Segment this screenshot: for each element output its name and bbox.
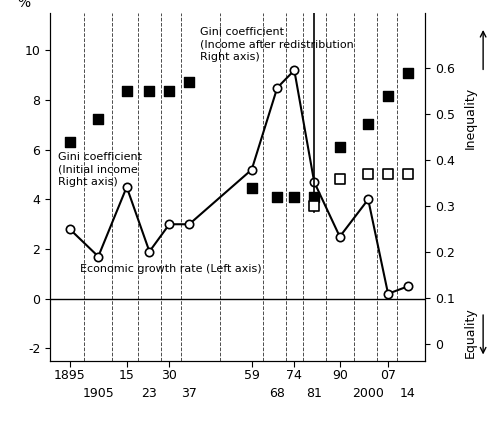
Point xyxy=(384,171,392,178)
Text: 68: 68 xyxy=(270,387,285,400)
Text: %: % xyxy=(17,0,30,10)
Text: 2000: 2000 xyxy=(352,387,384,400)
Point xyxy=(146,88,154,95)
Point xyxy=(310,194,318,201)
Text: Gini coefficient
(Initial income
Right axis): Gini coefficient (Initial income Right a… xyxy=(58,152,142,187)
Text: Gini coefficient
(Income after redistribution
Right axis): Gini coefficient (Income after redistrib… xyxy=(200,27,354,62)
Point xyxy=(384,92,392,99)
Text: 14: 14 xyxy=(400,387,416,400)
Point xyxy=(310,203,318,210)
Point xyxy=(166,88,173,95)
Point xyxy=(364,171,372,178)
Text: Inequality: Inequality xyxy=(464,86,476,149)
Text: 81: 81 xyxy=(306,387,322,400)
Point xyxy=(248,184,256,191)
Point xyxy=(404,70,412,77)
Point xyxy=(404,171,412,178)
Point xyxy=(94,115,102,122)
Point xyxy=(274,194,281,201)
Point xyxy=(122,88,130,95)
Point xyxy=(336,143,344,150)
Text: 1905: 1905 xyxy=(82,387,114,400)
Point xyxy=(364,120,372,127)
Point xyxy=(290,194,298,201)
Point xyxy=(185,79,193,86)
Point xyxy=(336,175,344,182)
Text: Economic growth rate (Left axis): Economic growth rate (Left axis) xyxy=(80,264,262,274)
Text: 37: 37 xyxy=(182,387,197,400)
Point xyxy=(66,139,74,146)
Text: Equality: Equality xyxy=(464,308,476,358)
Text: 23: 23 xyxy=(142,387,158,400)
